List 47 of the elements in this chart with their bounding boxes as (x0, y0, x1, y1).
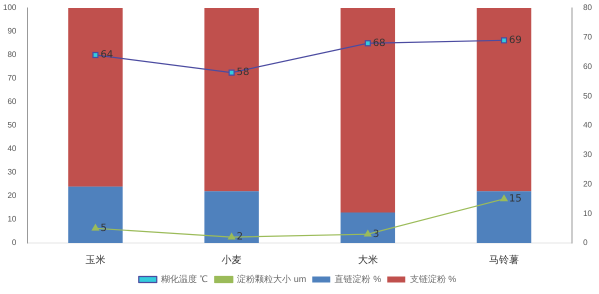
x-tick-label: 大米 (358, 254, 378, 266)
y-tick-label: 0 (12, 238, 17, 248)
bar (340, 8, 396, 212)
point (364, 40, 371, 46)
y-tick-label: 90 (7, 26, 17, 36)
legend-label: 支链淀粉 % (410, 274, 456, 284)
bar (476, 8, 532, 192)
x-tick-label: 小麦 (222, 254, 242, 266)
y2-tick-label: 60 (583, 62, 593, 71)
point (364, 230, 372, 237)
bar (204, 191, 259, 243)
y-tick-label: 80 (7, 50, 17, 60)
bar (68, 8, 123, 187)
data-label: 15 (509, 194, 522, 205)
point (500, 194, 508, 202)
y-tick-label: 100 (2, 3, 17, 12)
bar (476, 191, 532, 243)
x-tick-label: 玉米 (85, 254, 106, 266)
point (92, 52, 99, 58)
bar (340, 212, 396, 243)
y2-tick-label: 20 (583, 179, 593, 188)
y2-tick-label: 80 (583, 3, 593, 12)
y2-tick-label: 30 (583, 150, 593, 160)
y-tick-label: 60 (7, 97, 17, 106)
y-tick-label: 70 (7, 74, 17, 83)
legend-label: 糊化温度 ℃ (161, 274, 208, 284)
y2-tick-label: 50 (583, 91, 593, 100)
bar (68, 186, 123, 243)
point (500, 37, 508, 44)
legend-label: 直链淀粉 % (334, 274, 382, 284)
y2-tick-label: 0 (583, 238, 588, 248)
y-tick-label: 20 (7, 191, 17, 200)
data-label: 58 (236, 67, 250, 78)
legend-label: 淀粉颗粒大小 um (237, 274, 306, 284)
y2-tick-label: 40 (583, 120, 593, 130)
point (228, 70, 235, 76)
point (228, 233, 236, 240)
y-tick-label: 40 (7, 144, 17, 154)
y2-tick-label: 70 (583, 32, 593, 42)
y-tick-label: 30 (7, 168, 17, 177)
point (92, 224, 100, 231)
y-tick-label: 10 (7, 214, 17, 224)
y-tick-label: 50 (7, 120, 17, 130)
x-tick-label: 马铃薯 (489, 254, 520, 266)
data-label: 69 (509, 34, 522, 46)
y2-tick-label: 10 (583, 208, 593, 218)
bar (204, 8, 259, 192)
